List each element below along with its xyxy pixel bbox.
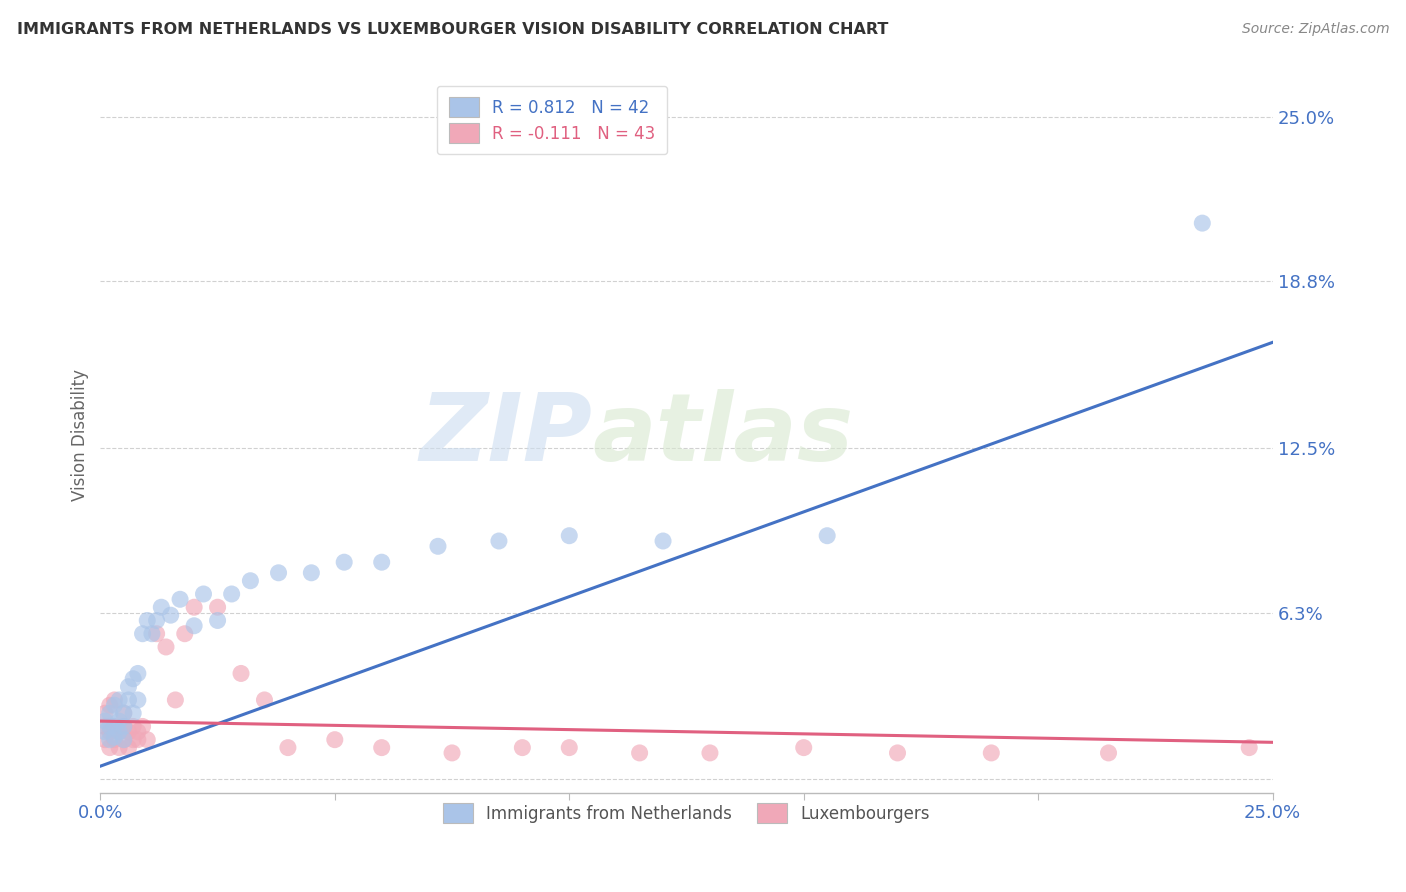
Point bbox=[886, 746, 908, 760]
Point bbox=[652, 534, 675, 549]
Point bbox=[98, 706, 121, 721]
Point bbox=[1237, 740, 1260, 755]
Point bbox=[127, 724, 149, 739]
Point bbox=[117, 693, 139, 707]
Point bbox=[131, 719, 153, 733]
Point bbox=[207, 614, 229, 628]
Point bbox=[980, 746, 1002, 760]
Legend: Immigrants from Netherlands, Luxembourgers: Immigrants from Netherlands, Luxembourge… bbox=[432, 792, 942, 834]
Text: Source: ZipAtlas.com: Source: ZipAtlas.com bbox=[1241, 22, 1389, 37]
Point bbox=[277, 740, 299, 755]
Point bbox=[112, 732, 135, 747]
Point bbox=[122, 672, 145, 686]
Point bbox=[253, 693, 276, 707]
Point bbox=[98, 740, 121, 755]
Point bbox=[699, 746, 721, 760]
Point bbox=[108, 693, 131, 707]
Point bbox=[122, 719, 145, 733]
Point bbox=[112, 719, 135, 733]
Point bbox=[98, 698, 121, 713]
Text: ZIP: ZIP bbox=[420, 389, 593, 481]
Point bbox=[333, 555, 356, 569]
Point bbox=[117, 740, 139, 755]
Point bbox=[173, 626, 195, 640]
Point bbox=[103, 693, 125, 707]
Point bbox=[169, 592, 191, 607]
Point bbox=[122, 706, 145, 721]
Point bbox=[267, 566, 290, 580]
Point bbox=[815, 529, 838, 543]
Point bbox=[117, 724, 139, 739]
Point bbox=[103, 719, 125, 733]
Point bbox=[112, 706, 135, 721]
Point bbox=[122, 732, 145, 747]
Point bbox=[94, 719, 117, 733]
Point bbox=[108, 740, 131, 755]
Point bbox=[103, 732, 125, 747]
Point bbox=[1097, 746, 1119, 760]
Point bbox=[1191, 216, 1213, 230]
Point bbox=[127, 693, 149, 707]
Point bbox=[108, 724, 131, 739]
Point bbox=[98, 719, 121, 733]
Point bbox=[94, 714, 117, 728]
Point bbox=[165, 693, 187, 707]
Point bbox=[145, 626, 167, 640]
Point bbox=[323, 732, 346, 747]
Point bbox=[427, 539, 450, 553]
Point bbox=[136, 732, 159, 747]
Point bbox=[108, 714, 131, 728]
Point bbox=[98, 724, 121, 739]
Point bbox=[98, 732, 121, 747]
Point bbox=[108, 724, 131, 739]
Point bbox=[183, 619, 205, 633]
Text: IMMIGRANTS FROM NETHERLANDS VS LUXEMBOURGER VISION DISABILITY CORRELATION CHART: IMMIGRANTS FROM NETHERLANDS VS LUXEMBOUR… bbox=[17, 22, 889, 37]
Point bbox=[183, 600, 205, 615]
Point bbox=[299, 566, 322, 580]
Point bbox=[136, 614, 159, 628]
Point bbox=[94, 706, 117, 721]
Point bbox=[793, 740, 815, 755]
Point bbox=[145, 614, 167, 628]
Point bbox=[112, 706, 135, 721]
Point bbox=[441, 746, 464, 760]
Point bbox=[207, 600, 229, 615]
Point bbox=[141, 626, 163, 640]
Text: atlas: atlas bbox=[593, 389, 853, 481]
Point bbox=[94, 724, 117, 739]
Point bbox=[488, 534, 510, 549]
Point bbox=[239, 574, 262, 588]
Point bbox=[117, 680, 139, 694]
Point bbox=[131, 626, 153, 640]
Point bbox=[103, 698, 125, 713]
Y-axis label: Vision Disability: Vision Disability bbox=[72, 369, 89, 501]
Point bbox=[112, 719, 135, 733]
Point bbox=[558, 740, 581, 755]
Point bbox=[370, 555, 392, 569]
Point bbox=[221, 587, 243, 601]
Point bbox=[150, 600, 173, 615]
Point bbox=[370, 740, 392, 755]
Point bbox=[103, 730, 125, 744]
Point bbox=[512, 740, 534, 755]
Point bbox=[103, 719, 125, 733]
Point bbox=[558, 529, 581, 543]
Point bbox=[127, 732, 149, 747]
Point bbox=[229, 666, 252, 681]
Point bbox=[155, 640, 177, 654]
Point bbox=[193, 587, 215, 601]
Point bbox=[628, 746, 651, 760]
Point bbox=[94, 732, 117, 747]
Point bbox=[112, 732, 135, 747]
Point bbox=[127, 666, 149, 681]
Point bbox=[159, 608, 181, 623]
